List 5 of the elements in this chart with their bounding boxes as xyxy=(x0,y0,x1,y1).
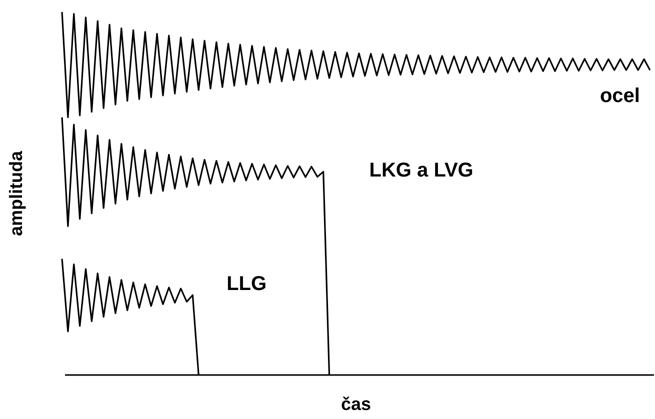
series-label: LLG xyxy=(226,273,267,296)
y-axis-title: amplituda xyxy=(6,150,26,236)
x-axis-title: čas xyxy=(340,394,372,414)
series-label: ocel xyxy=(600,85,640,108)
text: LKG a LVG xyxy=(369,160,474,182)
